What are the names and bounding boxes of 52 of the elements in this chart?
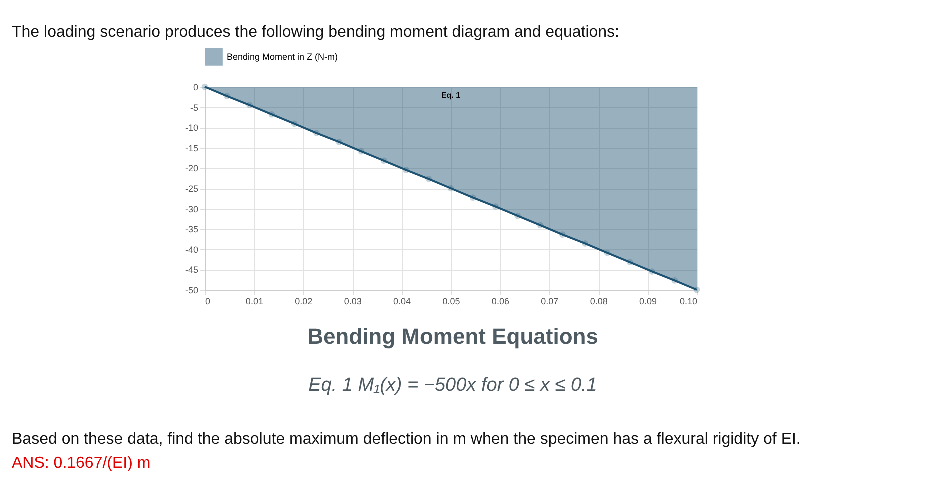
y-tick-label: -40	[185, 244, 198, 255]
x-tick-label: 0.03	[344, 296, 362, 306]
y-tick-label: -20	[185, 164, 198, 174]
point	[380, 158, 388, 164]
text: ANS: 0.1667/(EI) m	[12, 455, 151, 472]
x-tick-label: 0.04	[394, 296, 412, 306]
point	[694, 286, 700, 294]
point	[202, 84, 208, 90]
x-tick-label: 0.05	[442, 296, 460, 306]
y-tick-label: -10	[185, 123, 198, 134]
point	[672, 278, 678, 284]
point	[448, 185, 454, 192]
legend-label: Bending Moment in Z (N-m)	[227, 52, 338, 62]
y-tick-label: -50	[185, 286, 198, 296]
point	[426, 176, 432, 182]
y-tick-label: -15	[185, 143, 198, 154]
point	[604, 250, 611, 256]
x-tick-label: 0.02	[295, 296, 313, 306]
y-tick-label: -5	[190, 102, 198, 113]
x-tick-label: 0.06	[492, 296, 510, 306]
point	[246, 102, 253, 108]
point	[649, 268, 656, 275]
point	[514, 212, 522, 220]
y-tick-label: -45	[185, 265, 198, 276]
chart-title: The loading scenario produces the following bending moment diagram and equations:	[12, 24, 620, 41]
x-tick-label: 0.09	[640, 296, 658, 306]
x-tick-label: 0.08	[590, 296, 608, 306]
x-tick-label: 0	[206, 296, 211, 306]
y-tick-label: -30	[185, 204, 198, 214]
point	[336, 139, 342, 146]
point	[492, 204, 499, 210]
x-tick-label: 0.01	[246, 296, 264, 306]
point	[291, 120, 298, 128]
x-tick-label: 0.10	[680, 296, 698, 306]
text: Bending Moment Equations	[308, 324, 598, 349]
point	[403, 167, 410, 174]
point	[582, 240, 588, 247]
point	[537, 222, 544, 229]
y-tick-label: -25	[185, 184, 198, 194]
y-tick-label: -35	[185, 224, 198, 235]
point	[626, 259, 634, 266]
point	[314, 130, 320, 136]
text: Based on these data, find the absolute maximum deflection in m when the specimen has a flexural rigidity of EI.	[12, 431, 801, 448]
point	[224, 93, 230, 100]
point	[470, 194, 476, 201]
point	[268, 111, 276, 118]
y-tick-label: 0	[193, 82, 198, 92]
point	[560, 232, 566, 238]
text: Eq. 1 M₁(x) = −500x for 0 ≤ x ≤ 0.1	[308, 375, 598, 396]
point	[358, 148, 365, 155]
x-tick-label: 0.07	[541, 296, 559, 306]
annotation: Eq. 1	[441, 91, 462, 100]
